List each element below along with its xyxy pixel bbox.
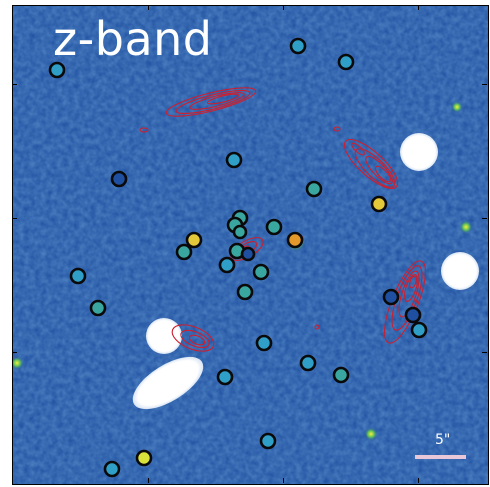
- source-marker: [404, 306, 422, 324]
- bright-star: [441, 252, 479, 290]
- tick: [12, 218, 17, 219]
- bright-galaxy: [132, 356, 204, 410]
- source-marker: [236, 283, 254, 301]
- source-marker: [89, 299, 107, 317]
- saturated-sources: [132, 133, 479, 410]
- source-marker: [185, 231, 203, 249]
- source-marker: [48, 61, 66, 79]
- source-marker: [265, 218, 283, 236]
- source-marker: [175, 243, 193, 261]
- contour-group: [333, 126, 399, 189]
- scale-bar-label: 5": [435, 432, 451, 448]
- tick: [482, 218, 487, 219]
- source-marker: [305, 180, 323, 198]
- source-marker: [255, 334, 273, 352]
- source-marker: [370, 195, 388, 213]
- bright-star: [146, 318, 182, 354]
- source-marker: [216, 368, 234, 386]
- source-marker: [135, 449, 153, 467]
- source-marker: [103, 460, 121, 478]
- contours: [139, 87, 426, 352]
- band-label: z-band: [53, 12, 213, 66]
- contour-group: [171, 324, 320, 352]
- tick: [418, 5, 419, 10]
- astronomical-image: [13, 6, 488, 484]
- source-marker: [232, 224, 248, 240]
- bright-star: [400, 133, 438, 171]
- contour-group: [139, 87, 257, 133]
- scale-bar: [415, 455, 466, 459]
- tick: [12, 84, 17, 85]
- tick: [283, 478, 284, 483]
- source-marker: [252, 263, 270, 281]
- source-marker: [332, 366, 350, 384]
- image-frame: z-band 5": [12, 5, 489, 485]
- source-marker: [240, 246, 256, 262]
- source-marker: [289, 37, 307, 55]
- tick: [148, 478, 149, 483]
- source-marker: [410, 321, 428, 339]
- source-marker: [218, 256, 236, 274]
- source-marker: [337, 53, 355, 71]
- catalog-markers: [48, 37, 428, 478]
- source-marker: [69, 267, 87, 285]
- tick: [283, 5, 284, 10]
- source-marker: [110, 170, 128, 188]
- source-marker: [382, 288, 400, 306]
- tick: [482, 352, 487, 353]
- tick: [482, 84, 487, 85]
- tick: [12, 352, 17, 353]
- tick: [418, 478, 419, 483]
- source-marker: [286, 231, 304, 249]
- source-marker: [299, 354, 317, 372]
- source-marker: [259, 432, 277, 450]
- tick: [148, 5, 149, 10]
- source-marker: [225, 151, 243, 169]
- sky-noise: [13, 6, 488, 484]
